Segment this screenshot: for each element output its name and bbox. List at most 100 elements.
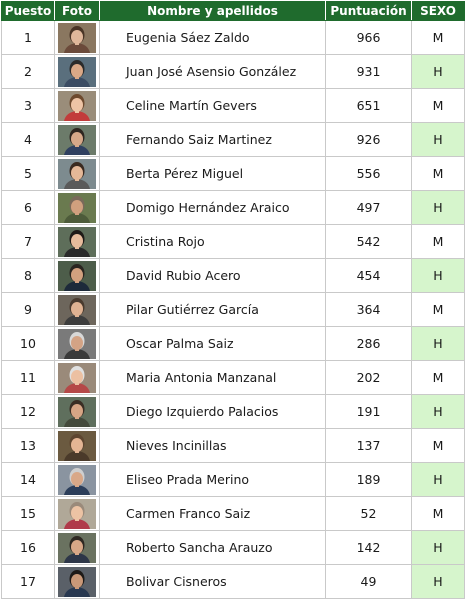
rank-cell: 6: [1, 190, 55, 225]
avatar: [58, 362, 96, 393]
score-cell: 52: [325, 496, 412, 531]
rank-cell: 14: [1, 462, 55, 497]
name-cell: Oscar Palma Saiz: [99, 326, 326, 361]
table-row: 15 Carmen Franco Saiz 52 M: [1, 496, 465, 531]
photo-cell: [54, 54, 100, 89]
score-cell: 202: [325, 360, 412, 395]
photo-cell: [54, 462, 100, 497]
avatar: [58, 430, 96, 461]
rank-cell: 10: [1, 326, 55, 361]
header-photo: Foto: [54, 1, 100, 21]
person-photo-icon: [58, 362, 96, 393]
score-cell: 49: [325, 564, 412, 599]
sex-cell: M: [411, 156, 465, 191]
table-row: 16 Roberto Sancha Arauzo 142 H: [1, 530, 465, 565]
name-cell: Maria Antonia Manzanal: [99, 360, 326, 395]
avatar: [58, 464, 96, 495]
rank-cell: 17: [1, 564, 55, 599]
person-photo-icon: [58, 56, 96, 87]
rank-cell: 4: [1, 122, 55, 157]
score-cell: 191: [325, 394, 412, 429]
score-cell: 189: [325, 462, 412, 497]
name-cell: Domigo Hernández Araico: [99, 190, 326, 225]
avatar: [58, 498, 96, 529]
table-row: 6 Domigo Hernández Araico 497 H: [1, 190, 465, 225]
rank-cell: 16: [1, 530, 55, 565]
person-photo-icon: [58, 124, 96, 155]
sex-cell: H: [411, 530, 465, 565]
name-cell: Bolivar Cisneros: [99, 564, 326, 599]
person-photo-icon: [58, 566, 96, 597]
score-cell: 454: [325, 258, 412, 293]
photo-cell: [54, 564, 100, 599]
person-photo-icon: [58, 90, 96, 121]
name-cell: David Rubio Acero: [99, 258, 326, 293]
rank-cell: 15: [1, 496, 55, 531]
table-row: 13 Nieves Incinillas 137 M: [1, 428, 465, 463]
person-photo-icon: [58, 294, 96, 325]
rank-cell: 5: [1, 156, 55, 191]
sex-cell: H: [411, 564, 465, 599]
sex-cell: H: [411, 326, 465, 361]
sex-cell: H: [411, 258, 465, 293]
name-cell: Juan José Asensio González: [99, 54, 326, 89]
avatar: [58, 328, 96, 359]
table-row: 10 Oscar Palma Saiz 286 H: [1, 326, 465, 361]
name-cell: Berta Pérez Miguel: [99, 156, 326, 191]
name-cell: Cristina Rojo: [99, 224, 326, 259]
avatar: [58, 226, 96, 257]
photo-cell: [54, 258, 100, 293]
score-cell: 556: [325, 156, 412, 191]
photo-cell: [54, 190, 100, 225]
header-row: Puesto Foto Nombre y apellidos Puntuació…: [1, 1, 465, 21]
person-photo-icon: [58, 532, 96, 563]
photo-cell: [54, 224, 100, 259]
score-cell: 651: [325, 88, 412, 123]
name-cell: Diego Izquierdo Palacios: [99, 394, 326, 429]
sex-cell: M: [411, 20, 465, 55]
sex-cell: M: [411, 496, 465, 531]
name-cell: Carmen Franco Saiz: [99, 496, 326, 531]
sex-cell: M: [411, 224, 465, 259]
score-cell: 137: [325, 428, 412, 463]
person-photo-icon: [58, 328, 96, 359]
table-body: 1 Eugenia Sáez Zaldo 966 M 2 Juan José Asensi…: [1, 20, 465, 599]
rank-cell: 7: [1, 224, 55, 259]
rank-cell: 13: [1, 428, 55, 463]
score-cell: 926: [325, 122, 412, 157]
score-cell: 966: [325, 20, 412, 55]
sex-cell: H: [411, 54, 465, 89]
avatar: [58, 396, 96, 427]
avatar: [58, 294, 96, 325]
score-cell: 286: [325, 326, 412, 361]
avatar: [58, 260, 96, 291]
avatar: [58, 22, 96, 53]
header-sex: SEXO: [411, 1, 465, 21]
person-photo-icon: [58, 158, 96, 189]
person-photo-icon: [58, 396, 96, 427]
photo-cell: [54, 156, 100, 191]
name-cell: Celine Martín Gevers: [99, 88, 326, 123]
header-rank: Puesto: [1, 1, 55, 21]
person-photo-icon: [58, 498, 96, 529]
table-row: 3 Celine Martín Gevers 651 M: [1, 88, 465, 123]
person-photo-icon: [58, 464, 96, 495]
sex-cell: H: [411, 190, 465, 225]
sex-cell: M: [411, 292, 465, 327]
person-photo-icon: [58, 260, 96, 291]
table-row: 2 Juan José Asensio González 931 H: [1, 54, 465, 89]
photo-cell: [54, 20, 100, 55]
name-cell: Eliseo Prada Merino: [99, 462, 326, 497]
rank-cell: 1: [1, 20, 55, 55]
avatar: [58, 192, 96, 223]
header-name: Nombre y apellidos: [99, 1, 326, 21]
name-cell: Eugenia Sáez Zaldo: [99, 20, 326, 55]
rank-cell: 11: [1, 360, 55, 395]
photo-cell: [54, 292, 100, 327]
rank-cell: 9: [1, 292, 55, 327]
sex-cell: M: [411, 88, 465, 123]
avatar: [58, 56, 96, 87]
name-cell: Fernando Saiz Martinez: [99, 122, 326, 157]
photo-cell: [54, 122, 100, 157]
table-row: 11 Maria Antonia Manzanal 202 M: [1, 360, 465, 395]
